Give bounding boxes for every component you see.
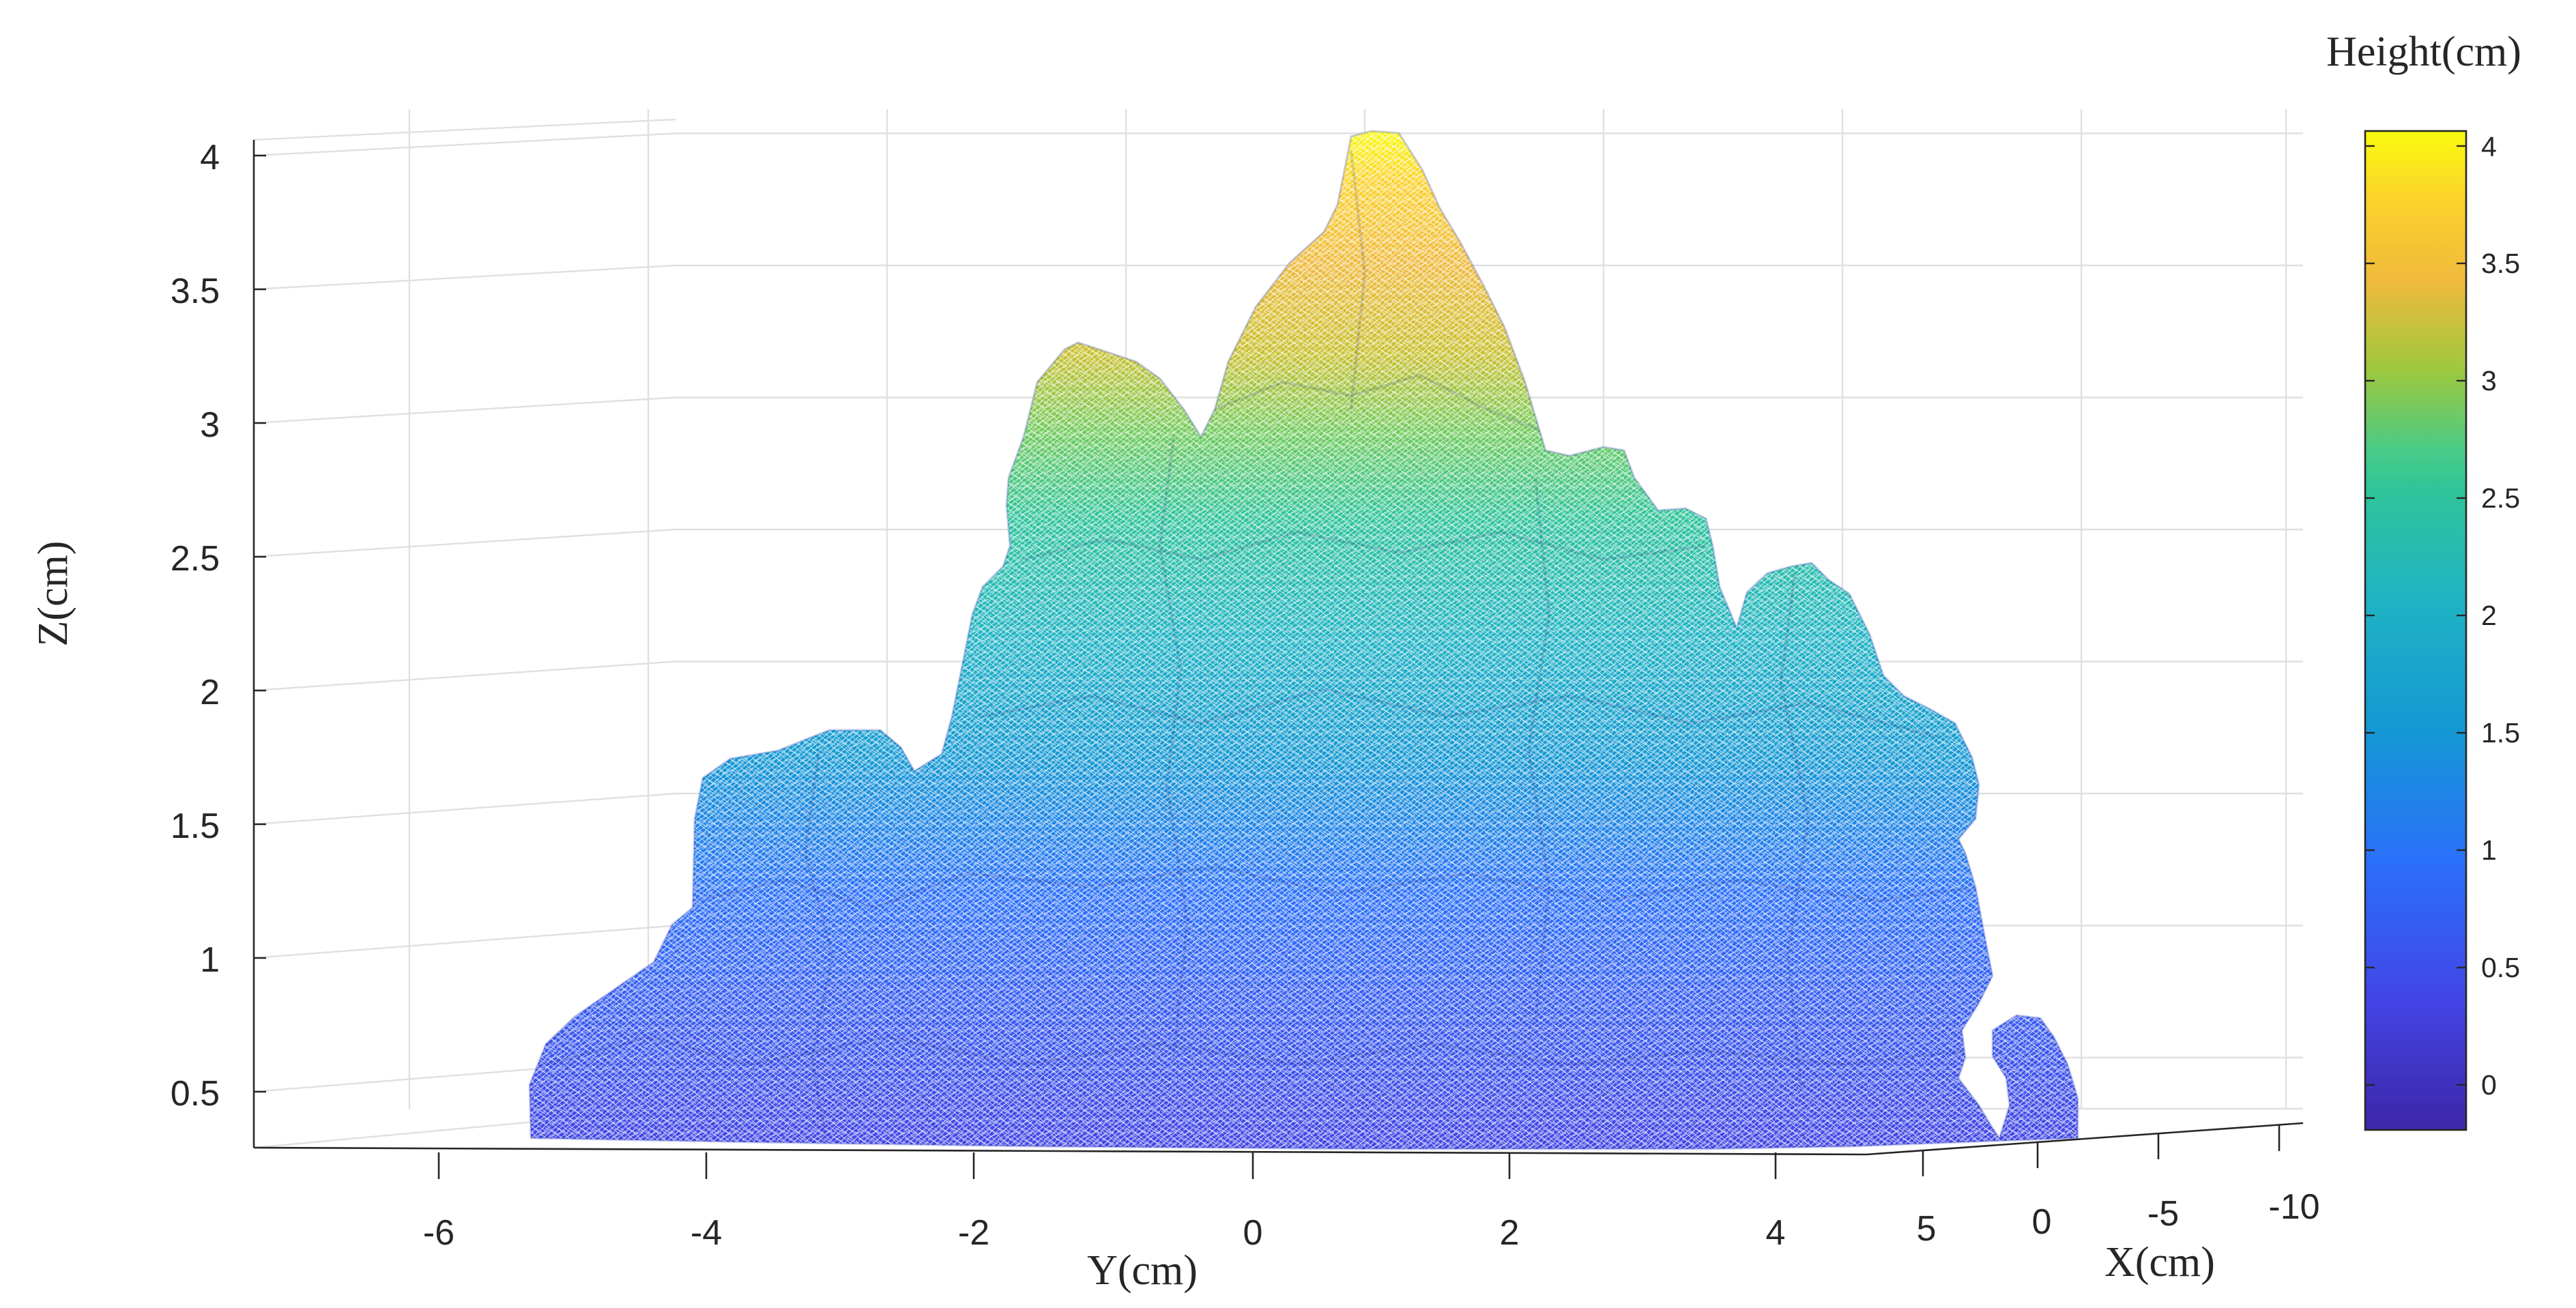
colorbar-tick-label: 1 xyxy=(2481,834,2497,866)
surface-plot xyxy=(528,130,2079,1150)
z-tick-label: 3.5 xyxy=(171,272,220,311)
surface-ridge xyxy=(982,687,1939,738)
z-axis-title: Z(cm) xyxy=(30,541,76,647)
colorbar-tick-label: 3.5 xyxy=(2481,248,2520,279)
x-axis-line xyxy=(1866,1122,2304,1156)
colorbar-tick-label: 0.5 xyxy=(2481,952,2520,983)
x-tick-label: -5 xyxy=(2147,1194,2179,1234)
z-tick-labels: 0.5 1 1.5 2 2.5 3 3.5 4 xyxy=(171,138,220,1114)
colorbar-tick-label: 4 xyxy=(2481,131,2497,162)
x-tick-labels: 5 0 -5 -10 xyxy=(1917,1187,2320,1249)
z-tick-label: 3 xyxy=(200,405,220,445)
colorbar-tick-label: 2 xyxy=(2481,600,2497,631)
x-tick-label: -10 xyxy=(2268,1187,2319,1227)
x-axis-title: X(cm) xyxy=(2104,1239,2215,1285)
surface-ridge xyxy=(1158,436,1189,1058)
surface-ridge xyxy=(1023,530,1707,562)
grid-line-z xyxy=(253,396,2303,424)
colorbar-tick-label: 2.5 xyxy=(2481,482,2520,514)
colorbar-gradient xyxy=(2364,130,2468,1131)
y-tick-label: -2 xyxy=(958,1213,989,1253)
x-tick-label: 0 xyxy=(2032,1202,2052,1242)
surface-ridge xyxy=(1214,373,1557,438)
y-axis-title: Y(cm) xyxy=(1087,1247,1198,1294)
surface-ridge xyxy=(1779,572,1810,1092)
grid-line-z xyxy=(253,264,2303,291)
surface-ridge xyxy=(695,864,1980,910)
colorbar: 0 0.5 1 1.5 2 2.5 3 3.5 4 Height(cm) xyxy=(2326,29,2521,1131)
colorbar-tick-label: 3 xyxy=(2481,365,2497,396)
y-axis-line xyxy=(253,1146,1867,1156)
grid-line-z xyxy=(253,528,2303,558)
z-tick-label: 1.5 xyxy=(171,806,220,846)
y-tick-label: 4 xyxy=(1766,1213,1786,1253)
y-tick-label: -4 xyxy=(691,1213,722,1253)
tick-marks xyxy=(254,154,2281,1179)
surface-ridge xyxy=(1350,149,1367,410)
axes xyxy=(252,140,2304,1156)
colorbar-title: Height(cm) xyxy=(2326,29,2521,75)
surface-ridge xyxy=(545,1035,1966,1066)
z-tick-label: 4 xyxy=(200,138,220,177)
z-tick-label: 2.5 xyxy=(171,539,220,579)
y-tick-label: -6 xyxy=(423,1213,454,1253)
z-tick-label: 2 xyxy=(200,673,220,712)
y-tick-labels: -6 -4 -2 0 2 4 xyxy=(423,1213,1786,1253)
y-tick-label: 0 xyxy=(1243,1213,1263,1253)
x-tick-label: 5 xyxy=(1917,1209,1937,1249)
colorbar-tick-labels: 0 0.5 1 1.5 2 2.5 3 3.5 4 xyxy=(2481,131,2520,1101)
z-tick-label: 0.5 xyxy=(171,1074,220,1114)
grid-line-z xyxy=(253,132,2303,157)
grid-back-edge xyxy=(253,118,676,141)
colorbar-tick-label: 1.5 xyxy=(2481,717,2520,749)
z-tick-label: 1 xyxy=(200,940,220,980)
y-tick-label: 2 xyxy=(1500,1213,1520,1253)
surface-ridge xyxy=(1526,477,1551,1024)
colorbar-tick-label: 0 xyxy=(2481,1069,2497,1101)
surface-ridge xyxy=(803,750,835,1140)
